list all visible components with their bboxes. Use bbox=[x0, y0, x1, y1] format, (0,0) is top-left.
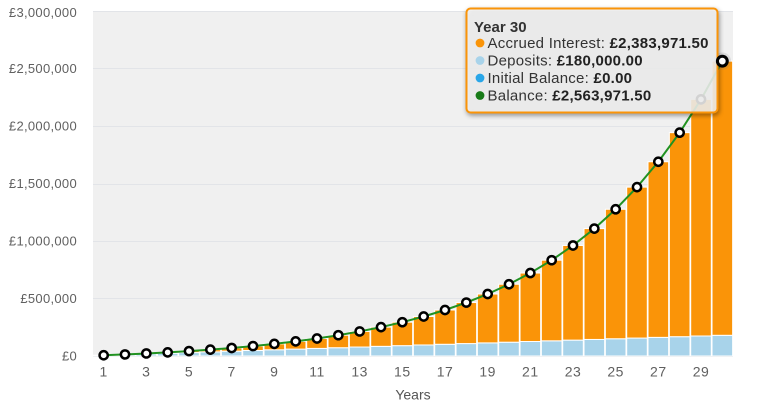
svg-text:29: 29 bbox=[693, 363, 710, 379]
svg-text:£1,000,000: £1,000,000 bbox=[9, 234, 77, 249]
svg-text:£2,500,000: £2,500,000 bbox=[9, 61, 77, 76]
svg-text:27: 27 bbox=[650, 363, 667, 379]
svg-text:11: 11 bbox=[309, 363, 325, 379]
svg-text:21: 21 bbox=[522, 363, 539, 379]
svg-text:7: 7 bbox=[228, 363, 236, 379]
svg-text:Initial Balance: £0.00: Initial Balance: £0.00 bbox=[488, 70, 633, 87]
svg-text:3: 3 bbox=[142, 363, 150, 379]
svg-text:£500,000: £500,000 bbox=[20, 291, 77, 306]
svg-text:£3,000,000: £3,000,000 bbox=[9, 5, 77, 20]
svg-text:£0: £0 bbox=[62, 349, 77, 364]
svg-text:Deposits: £180,000.00: Deposits: £180,000.00 bbox=[488, 53, 643, 70]
svg-text:9: 9 bbox=[270, 363, 278, 379]
svg-text:Years: Years bbox=[395, 387, 430, 403]
svg-text:Balance: £2,563,971.50: Balance: £2,563,971.50 bbox=[488, 88, 652, 105]
svg-text:Year 30: Year 30 bbox=[474, 19, 527, 36]
svg-text:25: 25 bbox=[607, 363, 624, 379]
svg-text:19: 19 bbox=[479, 363, 496, 379]
svg-text:5: 5 bbox=[185, 363, 193, 379]
svg-text:15: 15 bbox=[394, 363, 411, 379]
svg-text:Accrued Interest: £2,383,971.5: Accrued Interest: £2,383,971.50 bbox=[488, 35, 709, 52]
svg-text:13: 13 bbox=[351, 363, 368, 379]
svg-text:£1,500,000: £1,500,000 bbox=[9, 176, 77, 191]
svg-text:£2,000,000: £2,000,000 bbox=[9, 119, 77, 134]
svg-text:23: 23 bbox=[565, 363, 582, 379]
svg-text:17: 17 bbox=[437, 363, 454, 379]
svg-text:1: 1 bbox=[100, 363, 108, 379]
